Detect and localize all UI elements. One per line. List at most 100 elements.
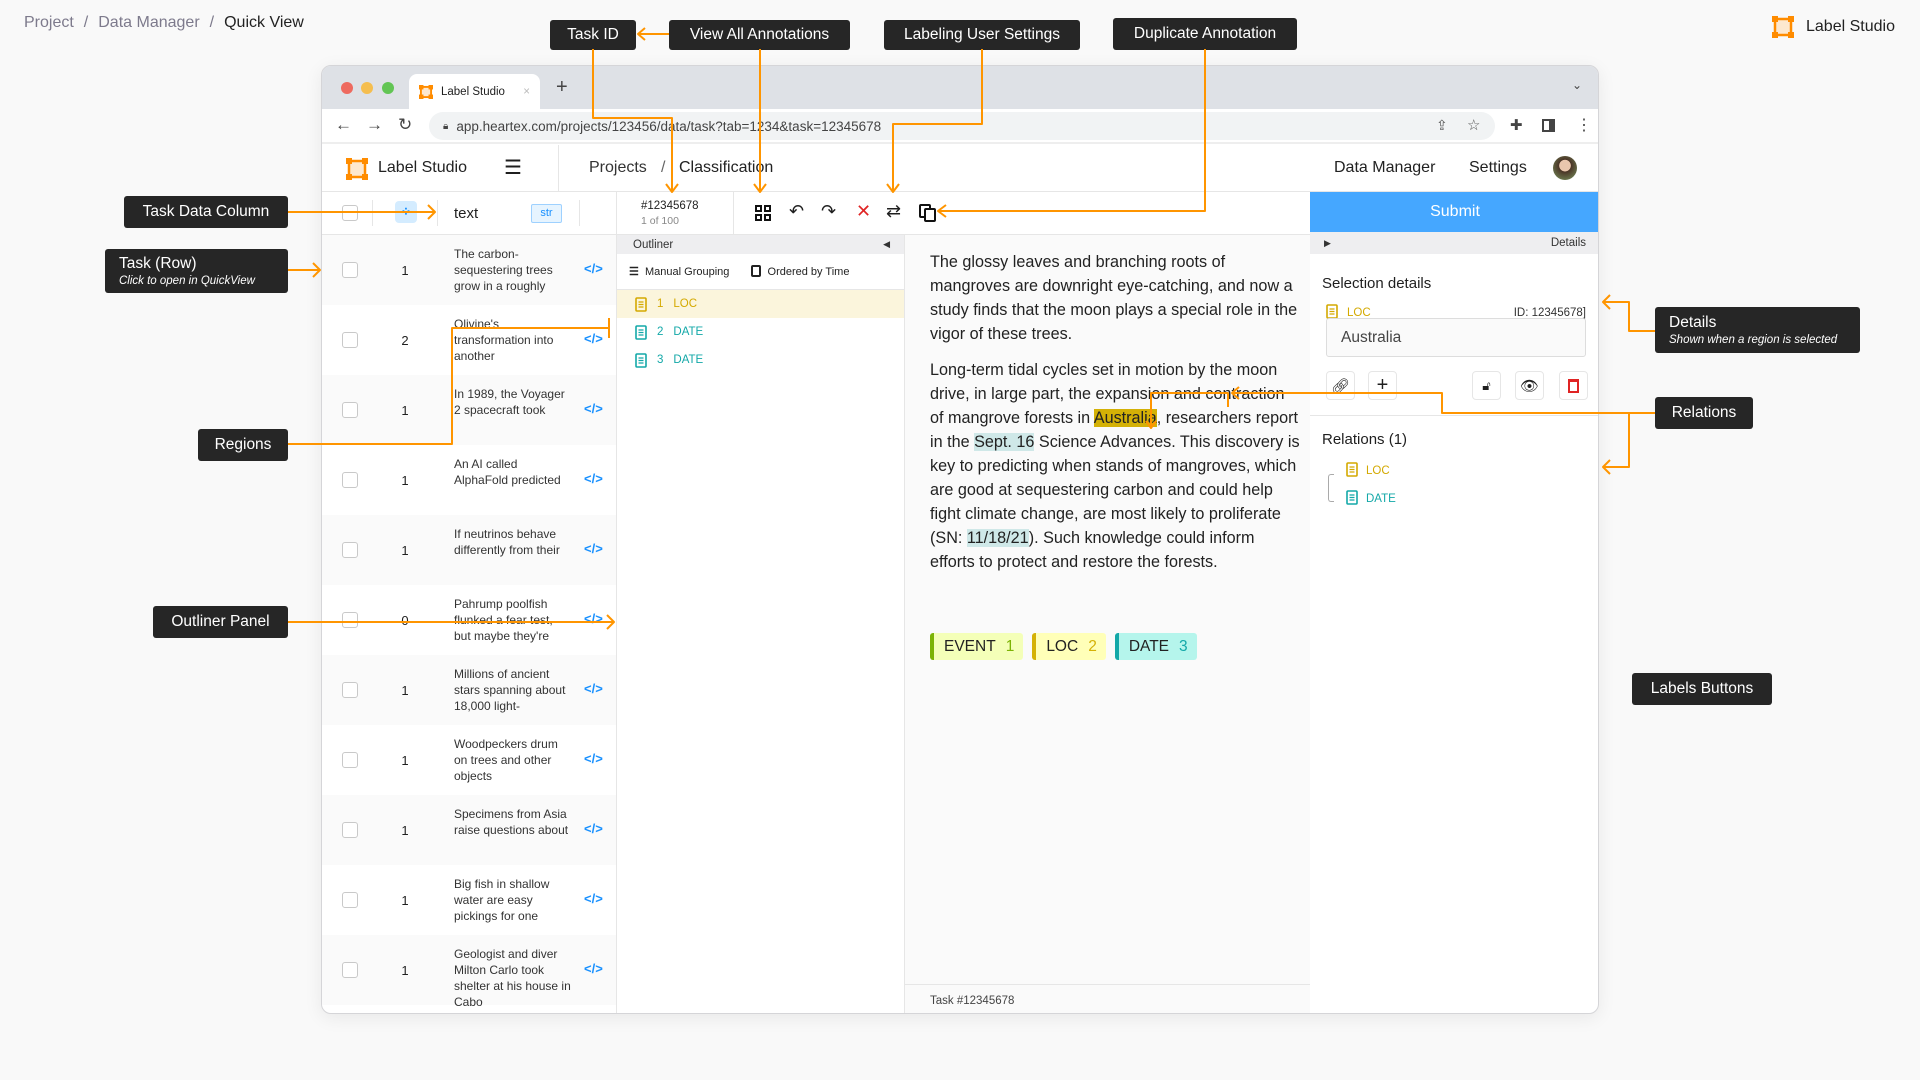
code-view-icon[interactable]: </> xyxy=(584,821,603,836)
undo-icon[interactable]: ↶ xyxy=(789,201,805,221)
drag-column-icon[interactable]: ⁘ xyxy=(395,201,417,223)
row-checkbox[interactable] xyxy=(342,612,358,628)
paragraph-2[interactable]: Long-term tidal cycles set in motion by … xyxy=(930,358,1302,574)
code-view-icon[interactable]: </> xyxy=(584,611,603,626)
code-view-icon[interactable]: </> xyxy=(584,261,603,276)
minimize-window-button[interactable] xyxy=(361,82,373,94)
table-row[interactable]: 1 The carbon-sequestering trees grow in a… xyxy=(322,235,616,305)
table-row[interactable]: 2 Olivine's transformation into another </… xyxy=(322,305,616,375)
add-meta-button[interactable]: + xyxy=(1368,371,1397,400)
table-row[interactable]: 1 Geologist and diver Milton Carlo took s… xyxy=(322,935,616,1009)
code-view-icon[interactable]: </> xyxy=(584,891,603,906)
label-button-event[interactable]: EVENT 1 xyxy=(930,633,1024,660)
code-view-icon[interactable]: </> xyxy=(584,331,603,346)
region-text-field[interactable]: Australia xyxy=(1326,318,1586,357)
table-row[interactable]: 1 Woodpeckers drum on trees and other obj… xyxy=(322,725,616,795)
nav-projects[interactable]: Projects xyxy=(589,159,647,176)
back-icon[interactable]: ← xyxy=(335,115,352,134)
row-checkbox[interactable] xyxy=(342,402,358,418)
hamburger-menu-icon[interactable]: ☰ xyxy=(504,157,522,179)
nav-settings[interactable]: Settings xyxy=(1469,159,1527,176)
region-date-highlight[interactable]: Sept. 16 xyxy=(974,433,1035,451)
delete-region-button[interactable] xyxy=(1559,371,1588,400)
label-button-date[interactable]: DATE 3 xyxy=(1114,633,1197,660)
bookmark-star-icon[interactable]: ☆ xyxy=(1467,117,1481,134)
new-tab-icon[interactable]: + xyxy=(556,76,568,98)
lock-region-button[interactable]: 🔓︎ xyxy=(1472,371,1501,400)
table-row[interactable]: 0 Pahrump poolfish flunked a fear test, b… xyxy=(322,585,616,655)
sidebar-icon[interactable] xyxy=(1542,119,1555,132)
annotation-count: 0 xyxy=(401,613,409,628)
label-hotkey: 2 xyxy=(1088,637,1097,655)
code-view-icon[interactable]: </> xyxy=(584,961,603,976)
browser-tab[interactable]: Label Studio × xyxy=(409,74,540,109)
row-checkbox[interactable] xyxy=(342,542,358,558)
row-checkbox[interactable] xyxy=(342,682,358,698)
grouping-select[interactable]: ☰ Manual Grouping xyxy=(629,265,729,278)
collapse-left-icon[interactable]: ◀ xyxy=(883,239,890,249)
task-id: #12345678 xyxy=(641,200,699,212)
code-view-icon[interactable]: </> xyxy=(584,401,603,416)
url-text[interactable]: app.heartex.com/projects/123456/data/tas… xyxy=(456,118,882,134)
row-checkbox[interactable] xyxy=(342,262,358,278)
close-tab-icon[interactable]: × xyxy=(523,85,530,98)
row-checkbox[interactable] xyxy=(342,752,358,768)
user-avatar[interactable] xyxy=(1553,156,1577,180)
text-document: The glossy leaves and branching roots of… xyxy=(905,235,1310,1013)
forward-icon[interactable]: → xyxy=(366,115,383,134)
row-checkbox[interactable] xyxy=(342,962,358,978)
table-row[interactable]: 1 Big fish in shallow water are easy pick… xyxy=(322,865,616,935)
view-all-annotations-icon[interactable] xyxy=(755,205,771,221)
region-item[interactable]: 2 DATE xyxy=(617,318,904,346)
maximize-window-button[interactable] xyxy=(382,82,394,94)
redo-icon[interactable]: ↷ xyxy=(821,201,837,221)
code-view-icon[interactable]: </> xyxy=(584,541,603,556)
code-view-icon[interactable]: </> xyxy=(584,681,603,696)
relation-to-label[interactable]: DATE xyxy=(1366,493,1396,505)
breadcrumb-data-manager[interactable]: Data Manager xyxy=(98,14,200,31)
expand-right-icon[interactable]: ▶ xyxy=(1324,237,1331,248)
labeling-settings-icon[interactable]: ⇄ xyxy=(886,201,902,221)
submit-button[interactable]: Submit xyxy=(1310,192,1598,232)
url-bar[interactable]: 🔒︎ app.heartex.com/projects/123456/data/… xyxy=(429,112,1495,140)
duplicate-annotation-icon[interactable] xyxy=(919,204,936,222)
chevron-down-icon[interactable]: ⌄ xyxy=(1572,78,1583,92)
table-row[interactable]: 1 Specimens from Asia raise questions abo… xyxy=(322,795,616,865)
reset-annotation-icon[interactable]: ✕ xyxy=(856,201,872,221)
annotation-count: 1 xyxy=(401,683,409,698)
callout-task-id: Task ID xyxy=(550,20,636,50)
hide-region-button[interactable]: 👁︎ xyxy=(1515,371,1544,400)
row-checkbox[interactable] xyxy=(342,472,358,488)
code-view-icon[interactable]: </> xyxy=(584,471,603,486)
task-text: Pahrump poolfish flunked a fear test, bu… xyxy=(454,597,553,643)
region-item[interactable]: 3 DATE xyxy=(617,346,904,374)
paragraph-1[interactable]: The glossy leaves and branching roots of… xyxy=(930,253,1298,343)
create-relation-button[interactable]: 🔗︎ xyxy=(1326,371,1355,400)
region-date-highlight[interactable]: 11/18/21 xyxy=(966,529,1029,547)
table-row[interactable]: 1 If neutrinos behave differently from th… xyxy=(322,515,616,585)
region-loc-highlight[interactable]: Australia xyxy=(1093,409,1157,427)
column-header-text[interactable]: text xyxy=(454,205,479,222)
row-checkbox[interactable] xyxy=(342,892,358,908)
row-checkbox[interactable] xyxy=(342,332,358,348)
more-menu-icon[interactable]: ⋮ xyxy=(1576,117,1592,134)
nav-classification[interactable]: Classification xyxy=(679,159,774,176)
selection-details-title: Selection details xyxy=(1322,275,1432,292)
table-row[interactable]: 1 An AI called AlphaFold predicted </> xyxy=(322,445,616,515)
label-button-loc[interactable]: LOC 2 xyxy=(1032,633,1106,660)
share-icon[interactable]: ⇪ xyxy=(1436,117,1448,133)
row-checkbox[interactable] xyxy=(342,822,358,838)
ordering-select[interactable]: Ordered by Time xyxy=(751,265,849,278)
table-row[interactable]: 1 In 1989, the Voyager 2 spacecraft took <… xyxy=(322,375,616,445)
code-view-icon[interactable]: </> xyxy=(584,751,603,766)
table-row[interactable]: 1 Millions of ancient stars spanning abou… xyxy=(322,655,616,725)
nav-data-manager[interactable]: Data Manager xyxy=(1334,159,1436,176)
breadcrumb-project[interactable]: Project xyxy=(24,14,74,31)
details-tab[interactable]: Details xyxy=(1550,237,1586,249)
select-all-checkbox[interactable] xyxy=(342,205,358,221)
region-item[interactable]: 1 LOC xyxy=(617,290,904,318)
extensions-icon[interactable]: ✚ xyxy=(1510,117,1523,134)
relation-from-label[interactable]: LOC xyxy=(1366,465,1390,477)
reload-icon[interactable]: ↻ xyxy=(398,115,413,134)
close-window-button[interactable] xyxy=(341,82,353,94)
